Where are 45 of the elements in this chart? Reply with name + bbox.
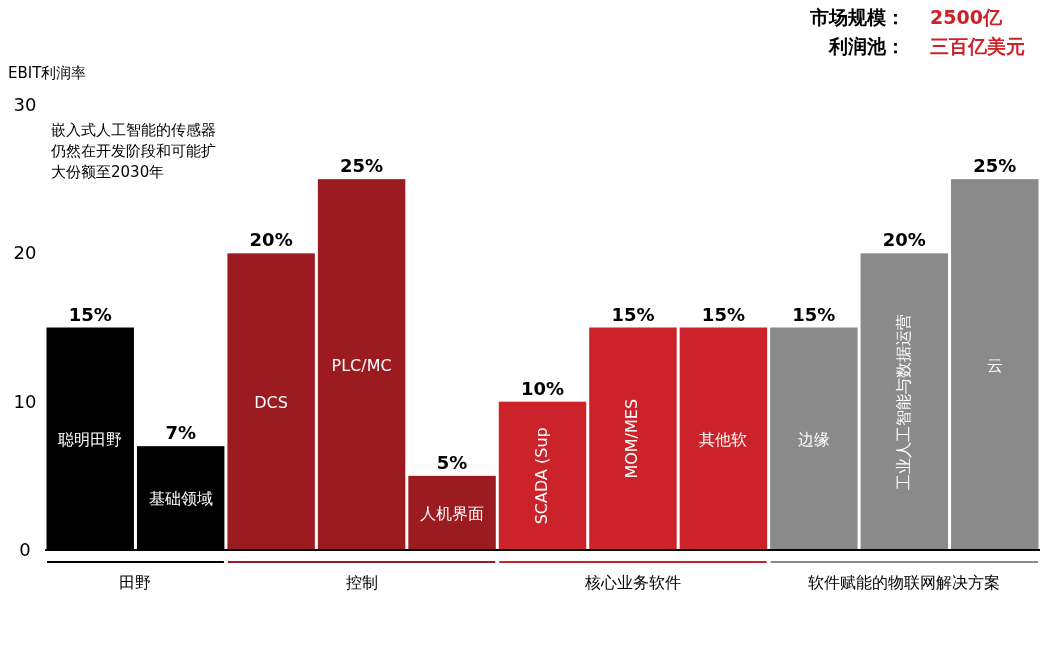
x-tick-label: 聪明田野 <box>58 429 123 449</box>
x-tick-label: 云 <box>986 355 1003 375</box>
bar <box>951 179 1039 550</box>
bar <box>227 253 315 550</box>
text: 田野 <box>119 573 152 592</box>
annotation: 嵌入式人工智能的传感器仍然在开发阶段和可能扩大份额至2030年 <box>50 121 216 181</box>
x-tick-label: DCS <box>254 392 288 412</box>
x-tick-label: SCADA (Sup <box>532 427 551 525</box>
x-tick-label: 其他软 <box>699 429 748 449</box>
y-tick-label: 0 <box>19 539 31 560</box>
data-label: 15% <box>68 303 112 325</box>
text: 利润池： <box>828 35 905 57</box>
y-tick-label: 30 <box>13 94 37 115</box>
data-label: 15% <box>611 303 655 325</box>
text: 2500亿 <box>930 6 1003 28</box>
text: 市场规模： <box>809 6 905 28</box>
text: 控制 <box>345 573 378 592</box>
bar <box>317 179 406 550</box>
y-tick-label: 20 <box>13 242 37 264</box>
x-tick-label: MOM/MES <box>622 398 642 479</box>
x-tick-label: 边缘 <box>797 429 830 449</box>
bar <box>408 475 496 550</box>
data-label: 20% <box>249 229 293 251</box>
bar <box>860 253 949 550</box>
bar <box>498 401 587 550</box>
bar <box>589 327 677 550</box>
data-label: 20% <box>882 229 926 251</box>
data-label: 25% <box>340 155 384 177</box>
x-tick-label: 工业人工智能与数据运营 <box>893 313 913 490</box>
data-label: 15% <box>701 303 745 325</box>
data-label: 7% <box>165 422 196 444</box>
text: 软件赋能的物联网解决方案 <box>808 573 1001 592</box>
x-tick-label: 基础领域 <box>148 489 213 509</box>
data-label: 10% <box>520 377 565 399</box>
data-label: 5% <box>436 451 468 473</box>
data-label: 15% <box>792 303 836 325</box>
bar <box>679 327 768 550</box>
x-tick-label: PLC/MC <box>331 355 392 375</box>
y-tick-label: 10 <box>13 390 37 412</box>
text: 核心业务软件 <box>583 573 681 592</box>
bar <box>770 327 858 550</box>
x-tick-label: 人机界面 <box>420 503 485 523</box>
data-label: 25% <box>973 155 1017 177</box>
y-axis-title: EBIT利润率 <box>8 64 87 82</box>
text: 三百亿美元 <box>930 35 1025 57</box>
